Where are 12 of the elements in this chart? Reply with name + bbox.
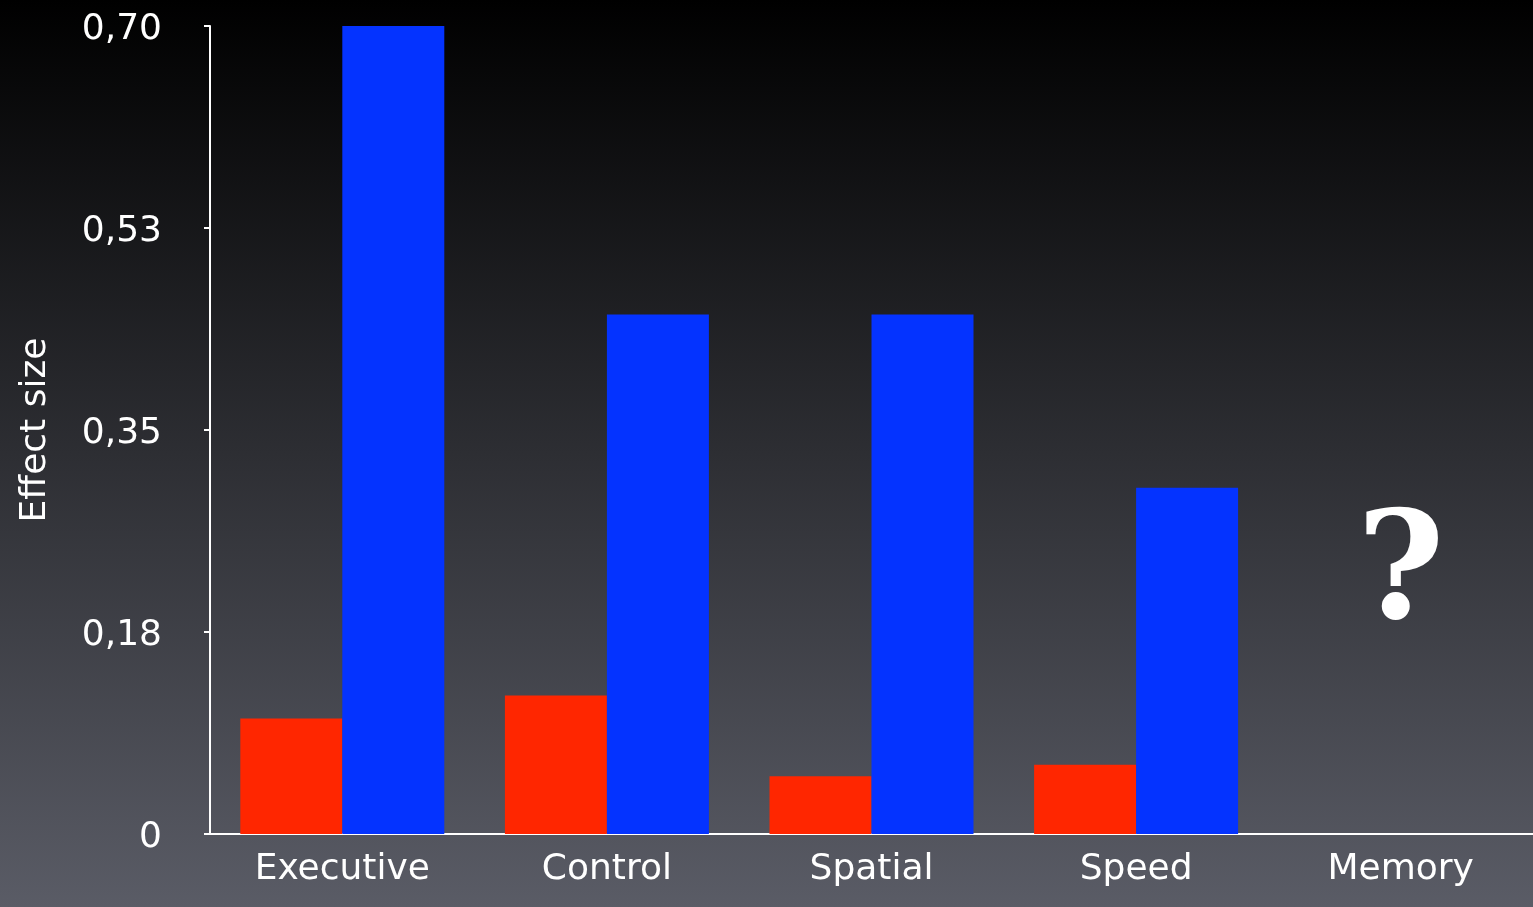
x-tick-label: Executive (254, 845, 430, 887)
annotation: ? (1356, 477, 1445, 654)
y-tick-label: 0,53 (81, 207, 162, 249)
y-tick-label: 0,70 (81, 5, 162, 47)
y-axis-title: Effect size (11, 337, 53, 523)
x-tick-label: Memory (1327, 845, 1474, 887)
x-tick-label: Control (541, 845, 672, 887)
y-tick-label: 0,35 (81, 409, 162, 451)
x-tick-label: Speed (1079, 845, 1193, 887)
y-tick-label: 0 (139, 813, 162, 855)
x-tick-label: Spatial (809, 845, 934, 887)
y-tick-label: 0,18 (81, 611, 162, 653)
